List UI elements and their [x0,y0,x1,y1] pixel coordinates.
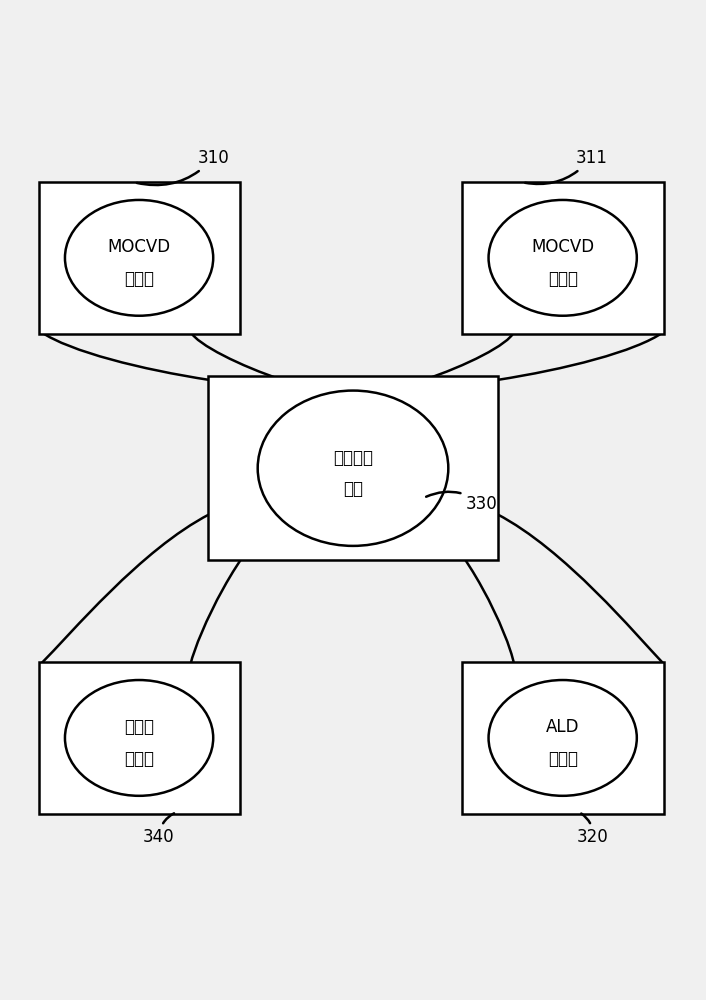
FancyBboxPatch shape [462,182,664,334]
Ellipse shape [258,391,448,546]
Text: 反应室: 反应室 [548,750,578,768]
Ellipse shape [65,200,213,316]
Polygon shape [424,514,664,664]
Text: 311: 311 [525,149,607,184]
Text: 330: 330 [426,492,498,513]
Text: 反应室: 反应室 [124,270,154,288]
FancyBboxPatch shape [39,182,240,334]
FancyBboxPatch shape [39,662,240,814]
Text: ALD: ALD [546,718,580,736]
Polygon shape [424,332,664,380]
Text: 340: 340 [143,813,174,846]
Polygon shape [41,514,282,664]
Ellipse shape [489,200,637,316]
Text: 机构: 机构 [343,480,363,498]
FancyBboxPatch shape [208,376,498,560]
Text: 预清洗: 预清洗 [124,718,154,736]
Text: 320: 320 [578,814,609,846]
Text: 互锁传送: 互锁传送 [333,449,373,467]
Polygon shape [41,332,282,380]
FancyBboxPatch shape [462,662,664,814]
Ellipse shape [65,680,213,796]
Text: MOCVD: MOCVD [107,238,171,256]
Text: MOCVD: MOCVD [531,238,594,256]
Text: 反应室: 反应室 [548,270,578,288]
Ellipse shape [489,680,637,796]
Text: 反应室: 反应室 [124,750,154,768]
Text: 310: 310 [137,149,229,185]
